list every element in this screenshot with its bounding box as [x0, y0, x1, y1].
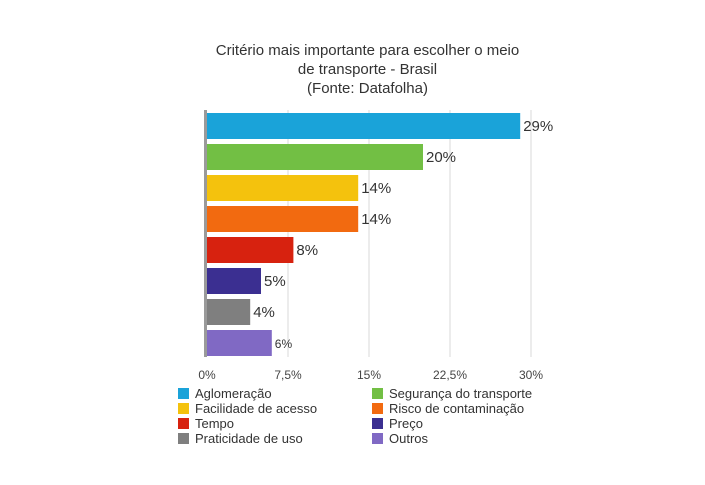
x-tick-label: 30% — [519, 368, 543, 382]
legend-item: Outros — [372, 431, 428, 446]
chart-title-line-2: de transporte - Brasil — [297, 61, 438, 78]
legend-swatch — [178, 433, 189, 444]
bar-2 — [207, 144, 423, 170]
data-label: 5% — [264, 273, 286, 290]
legend-item: Aglomeração — [178, 386, 272, 401]
legend-label: Aglomeração — [195, 386, 272, 401]
legend-item: Risco de contaminação — [372, 401, 524, 416]
legend-swatch — [178, 403, 189, 414]
bar-7 — [207, 299, 251, 325]
bar-6 — [207, 268, 261, 294]
data-label: 14% — [361, 211, 391, 228]
data-label: 4% — [253, 304, 275, 321]
x-tick-label: 22,5% — [433, 368, 467, 382]
data-label: 29% — [523, 118, 553, 135]
bar-4 — [207, 206, 359, 232]
legend-swatch — [372, 403, 383, 414]
data-label: 8% — [296, 242, 318, 259]
legend-label: Outros — [389, 431, 429, 446]
bar-5 — [207, 237, 294, 263]
data-label: 20% — [426, 149, 456, 166]
legend-swatch — [178, 388, 189, 399]
legend-label: Tempo — [195, 416, 235, 431]
legend-item: Tempo — [178, 416, 234, 431]
bar-3 — [207, 175, 359, 201]
x-tick-label: 15% — [357, 368, 381, 382]
legend-item: Facilidade de acesso — [178, 401, 317, 416]
bar-8 — [207, 330, 272, 356]
chart-title-line-3: (Fonte: Datafolha) — [307, 80, 428, 97]
data-label: 6% — [275, 337, 293, 351]
legend-label: Preço — [389, 416, 423, 431]
legend-label: Facilidade de acesso — [195, 401, 318, 416]
legend-item: Preço — [372, 416, 423, 431]
x-tick-label: 7,5% — [274, 368, 302, 382]
legend-item: Praticidade de uso — [178, 431, 303, 446]
legend-label: Segurança do transporte — [389, 386, 533, 401]
legend-label: Risco de contaminação — [389, 401, 525, 416]
y-axis-line — [204, 110, 207, 357]
legend-swatch — [372, 418, 383, 429]
x-tick-label: 0% — [198, 368, 216, 382]
legend-swatch — [178, 418, 189, 429]
chart-title-line-1: Critério mais importante para escolher o… — [215, 42, 520, 59]
legend-label: Praticidade de uso — [195, 431, 303, 446]
legend-swatch — [372, 433, 383, 444]
legend-swatch — [372, 388, 383, 399]
data-label: 14% — [361, 180, 391, 197]
legend-item: Segurança do transporte — [372, 386, 532, 401]
bar-1 — [207, 113, 521, 139]
